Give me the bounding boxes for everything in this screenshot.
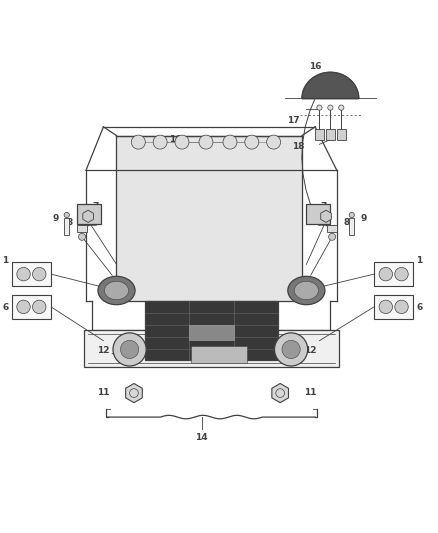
Circle shape [32, 300, 46, 313]
Polygon shape [117, 135, 302, 302]
Bar [84, 330, 339, 367]
Bar [77, 225, 87, 232]
Circle shape [120, 340, 139, 359]
Text: 6: 6 [417, 303, 423, 312]
Circle shape [317, 105, 322, 110]
Circle shape [199, 135, 213, 149]
Circle shape [113, 333, 146, 366]
Text: 12: 12 [97, 346, 109, 355]
Text: 16: 16 [169, 135, 182, 144]
Text: 7: 7 [92, 201, 99, 211]
Bar [145, 302, 278, 360]
Bar [326, 129, 335, 140]
Circle shape [153, 135, 167, 149]
Circle shape [17, 268, 30, 281]
Text: 11: 11 [97, 387, 109, 397]
Circle shape [78, 233, 85, 240]
Circle shape [395, 268, 408, 281]
Circle shape [17, 300, 30, 313]
Bar [191, 346, 247, 362]
Circle shape [282, 340, 300, 359]
Circle shape [131, 135, 145, 149]
Bar [337, 129, 346, 140]
Text: 6: 6 [3, 303, 9, 312]
Circle shape [349, 212, 354, 217]
Text: 7: 7 [321, 201, 327, 211]
Circle shape [379, 268, 392, 281]
Text: 9: 9 [360, 214, 367, 223]
Text: 16: 16 [309, 62, 321, 71]
Text: 1: 1 [417, 256, 423, 265]
Bar [374, 295, 413, 319]
Bar [315, 129, 324, 140]
Ellipse shape [98, 276, 135, 305]
Circle shape [275, 333, 307, 366]
Circle shape [64, 212, 69, 217]
Ellipse shape [294, 281, 318, 300]
Text: 8: 8 [343, 219, 350, 228]
Circle shape [339, 105, 344, 110]
Ellipse shape [288, 276, 325, 305]
Circle shape [395, 300, 408, 313]
Circle shape [328, 233, 336, 240]
Circle shape [32, 268, 46, 281]
Bar [12, 295, 51, 319]
Bar [12, 262, 51, 286]
Bar [349, 217, 354, 235]
Text: 17: 17 [287, 116, 300, 125]
Bar [306, 204, 330, 224]
Bar [64, 217, 69, 235]
Bar [189, 325, 234, 340]
Bar [374, 262, 413, 286]
Bar [77, 204, 101, 224]
Ellipse shape [104, 281, 129, 300]
Circle shape [328, 105, 333, 110]
Polygon shape [302, 72, 359, 99]
Circle shape [267, 135, 281, 149]
Text: 8: 8 [67, 219, 73, 228]
Text: 18: 18 [292, 142, 304, 151]
Circle shape [175, 135, 189, 149]
Text: 1: 1 [3, 256, 9, 265]
Text: 11: 11 [304, 387, 317, 397]
Circle shape [245, 135, 259, 149]
Text: 9: 9 [53, 214, 59, 223]
Bar [327, 225, 337, 232]
Circle shape [379, 300, 392, 313]
Circle shape [223, 135, 237, 149]
Text: 12: 12 [304, 346, 317, 355]
Text: 14: 14 [195, 433, 208, 442]
